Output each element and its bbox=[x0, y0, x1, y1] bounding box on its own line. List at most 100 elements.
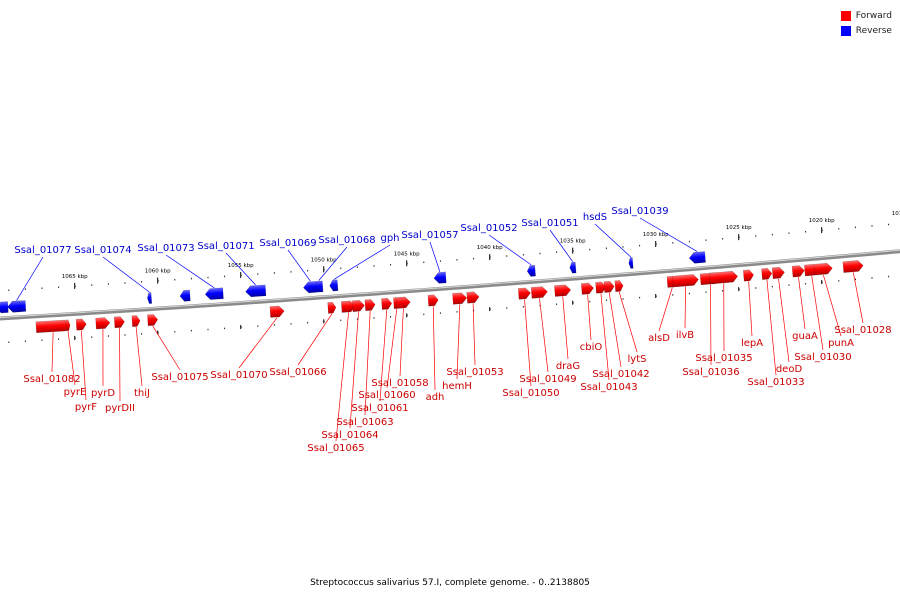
scale-ticks: 1065 kbp 1060 kbp 1055 kbp 1050 kbp 1045 kbp… bbox=[8, 211, 900, 343]
tick-label: 1025 kbp bbox=[726, 225, 752, 231]
minor-tick bbox=[124, 282, 126, 284]
forward-gene bbox=[517, 287, 531, 300]
forward-gene bbox=[427, 294, 439, 307]
minor-tick bbox=[688, 240, 690, 243]
gene-features bbox=[0, 251, 864, 334]
minor-tick-lower bbox=[771, 285, 773, 288]
minor-tick bbox=[356, 266, 358, 268]
forward-gene-label: cbiO bbox=[580, 342, 603, 353]
forward-leader bbox=[67, 331, 76, 386]
forward-gene-label: Ssal_01028 bbox=[834, 325, 891, 336]
legend-item-reverse: Reverse bbox=[840, 23, 892, 38]
minor-tick-lower bbox=[838, 280, 840, 282]
minor-tick-lower bbox=[356, 318, 358, 320]
tick-label: 1060 kbp bbox=[145, 269, 171, 275]
backbone-line bbox=[0, 249, 900, 321]
minor-tick-lower bbox=[821, 281, 823, 284]
forward-gene-label: pyrF bbox=[75, 402, 97, 413]
minor-tick bbox=[240, 274, 242, 277]
minor-tick bbox=[838, 228, 840, 230]
minor-tick bbox=[655, 243, 657, 246]
reverse-gene bbox=[433, 271, 447, 284]
minor-tick-lower bbox=[672, 294, 674, 296]
minor-tick bbox=[556, 251, 558, 253]
forward-gene-label: Ssal_01050 bbox=[502, 388, 559, 399]
forward-gene bbox=[351, 299, 365, 312]
forward-gene bbox=[35, 319, 71, 334]
minor-tick bbox=[224, 275, 226, 278]
minor-tick bbox=[406, 262, 408, 265]
reverse-gene-label: Ssal_01069 bbox=[259, 238, 316, 249]
forward-leader bbox=[811, 275, 824, 351]
forward-gene bbox=[595, 281, 607, 294]
reverse-gene bbox=[688, 251, 706, 264]
forward-gene bbox=[65, 319, 71, 332]
forward-gene-label: Ssal_01036 bbox=[682, 367, 739, 378]
forward-gene bbox=[269, 305, 285, 318]
minor-tick-lower bbox=[257, 325, 259, 327]
forward-leader bbox=[587, 294, 592, 341]
minor-tick bbox=[439, 260, 441, 262]
minor-tick bbox=[8, 289, 10, 291]
forward-leader bbox=[135, 326, 143, 387]
minor-tick-lower bbox=[41, 339, 43, 341]
forward-gene-label: hemH bbox=[442, 381, 472, 392]
minor-tick bbox=[390, 264, 392, 266]
forward-gene bbox=[381, 297, 393, 310]
minor-tick-lower bbox=[157, 332, 159, 334]
forward-gene-label: guaA bbox=[792, 331, 818, 342]
minor-tick-lower bbox=[323, 320, 325, 323]
minor-tick bbox=[672, 242, 674, 244]
reverse-gene bbox=[314, 280, 324, 293]
forward-gene bbox=[671, 274, 699, 288]
minor-tick-lower bbox=[290, 323, 292, 325]
forward-leader bbox=[364, 310, 371, 416]
forward-leader bbox=[823, 274, 842, 337]
forward-gene bbox=[327, 301, 337, 314]
tick-label: 1015 kbp bbox=[892, 211, 900, 217]
forward-gene-label: Ssal_01063 bbox=[336, 417, 393, 428]
tick-label: 1050 kbp bbox=[311, 257, 337, 263]
minor-tick-lower bbox=[788, 284, 790, 286]
minor-tick-lower bbox=[605, 299, 607, 302]
minor-tick bbox=[157, 280, 159, 282]
forward-gene bbox=[709, 270, 739, 285]
forward-leader bbox=[618, 291, 638, 353]
minor-tick bbox=[273, 272, 275, 274]
minor-tick bbox=[805, 231, 807, 233]
reverse-gene-label: Ssal_01039 bbox=[611, 206, 668, 217]
minor-tick-lower bbox=[655, 295, 657, 298]
minor-tick bbox=[41, 287, 43, 289]
minor-tick-lower bbox=[589, 300, 591, 303]
forward-leader bbox=[399, 308, 404, 377]
legend-label-forward: Forward bbox=[855, 10, 892, 21]
reverse-leader bbox=[488, 234, 532, 266]
reverse-swatch bbox=[840, 25, 851, 36]
reverse-gene-label: Ssal_01051 bbox=[521, 218, 578, 229]
minor-tick-lower bbox=[722, 290, 724, 292]
forward-gene bbox=[580, 282, 594, 295]
forward-gene-label: Ssal_01082 bbox=[23, 374, 80, 385]
minor-tick-lower bbox=[506, 307, 508, 309]
minor-tick-lower bbox=[572, 302, 574, 304]
minor-tick-lower bbox=[224, 327, 226, 330]
minor-tick bbox=[340, 267, 342, 270]
minor-tick bbox=[91, 284, 93, 286]
reverse-gene-label: gph bbox=[380, 233, 399, 244]
forward-gene bbox=[771, 266, 785, 280]
forward-gene bbox=[554, 284, 572, 297]
minor-tick-lower bbox=[556, 303, 558, 305]
reverse-leader bbox=[429, 241, 441, 272]
forward-gene-label: pyrD bbox=[91, 388, 115, 399]
forward-gene-label: thiJ bbox=[134, 388, 150, 399]
forward-gene-label: pyrDII bbox=[105, 403, 135, 414]
minor-tick-lower bbox=[688, 292, 690, 295]
forward-gene bbox=[395, 296, 411, 309]
forward-swatch bbox=[840, 10, 851, 21]
minor-tick-lower bbox=[240, 326, 242, 329]
forward-gene bbox=[113, 316, 125, 329]
forward-leader bbox=[335, 312, 349, 442]
minor-tick-lower bbox=[340, 319, 342, 322]
forward-gene bbox=[791, 265, 805, 278]
